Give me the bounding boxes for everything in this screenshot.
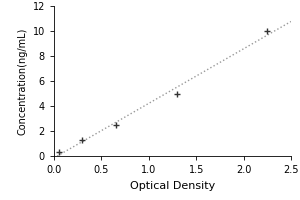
X-axis label: Optical Density: Optical Density <box>130 181 215 191</box>
Y-axis label: Concentration(ng/mL): Concentration(ng/mL) <box>17 27 27 135</box>
